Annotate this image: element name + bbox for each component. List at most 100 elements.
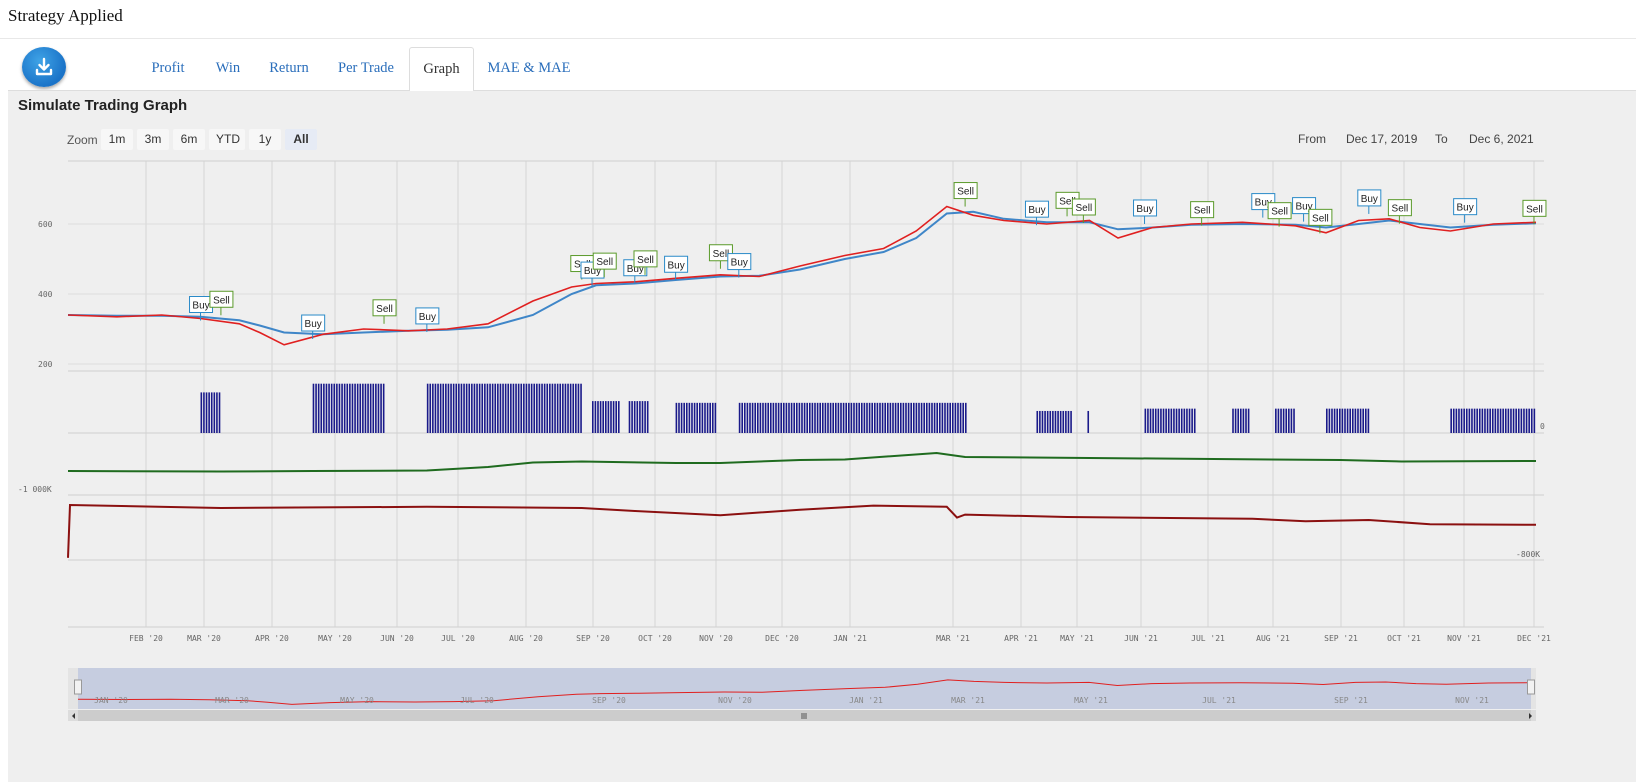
position-bar	[434, 383, 437, 433]
position-bar	[1186, 408, 1188, 433]
position-bar	[1491, 408, 1494, 433]
position-bar	[814, 402, 816, 433]
position-bar	[1468, 408, 1471, 433]
signal-label: Sell	[1271, 207, 1288, 218]
tab-return[interactable]: Return	[269, 60, 309, 76]
position-bar	[1039, 410, 1041, 433]
range-to-label: To	[1435, 132, 1448, 146]
position-bar	[536, 383, 538, 433]
position-bar	[336, 383, 338, 433]
x-tick-label: JUN '21	[1124, 634, 1158, 643]
position-bar	[691, 402, 693, 433]
position-bar	[458, 383, 460, 433]
scroll-right-icon[interactable]	[1529, 713, 1532, 719]
position-bar	[426, 383, 429, 433]
position-bar	[1167, 408, 1170, 433]
sell-flag	[1267, 202, 1292, 220]
position-bar	[604, 401, 607, 433]
download-button[interactable]	[22, 47, 66, 87]
position-bar	[325, 383, 328, 433]
position-bar	[688, 402, 691, 433]
position-bar	[751, 402, 754, 433]
position-bar	[1175, 408, 1178, 433]
navigator-label: JAN '21	[849, 696, 883, 705]
position-bar	[429, 383, 432, 433]
signal-label: Buy	[731, 258, 748, 269]
x-tick-label: FEB '20	[129, 634, 163, 643]
position-bar	[455, 383, 458, 433]
zoom-6m-button[interactable]: 6m	[173, 129, 205, 150]
tab-graph[interactable]: Graph	[409, 47, 474, 91]
range-from-input[interactable]: Dec 17, 2019	[1346, 132, 1418, 146]
position-bar	[832, 402, 834, 433]
position-bar	[572, 383, 575, 433]
position-bar	[1455, 408, 1458, 433]
position-bar	[520, 383, 523, 433]
position-bar	[685, 402, 688, 433]
position-bar	[200, 392, 203, 433]
position-bar	[923, 402, 925, 433]
position-bar	[920, 402, 923, 433]
signal-label: Buy	[1457, 203, 1474, 214]
position-bar	[375, 383, 377, 433]
position-bar	[1147, 408, 1149, 433]
position-bar	[1152, 408, 1154, 433]
position-bar	[876, 402, 879, 433]
signal-label: Sell	[1392, 204, 1409, 215]
scroll-left-icon[interactable]	[72, 713, 75, 719]
zoom-3m-button[interactable]: 3m	[137, 129, 169, 150]
position-bar	[484, 383, 486, 433]
signal-label: Buy	[192, 301, 209, 312]
position-bar	[803, 402, 806, 433]
position-bar	[1188, 408, 1191, 433]
zoom-1m-button[interactable]: 1m	[101, 129, 133, 150]
position-bar	[873, 402, 876, 433]
position-bar	[1247, 408, 1250, 433]
navigator-label: MAR '21	[951, 696, 985, 705]
position-bar	[884, 402, 886, 433]
position-bar	[827, 402, 829, 433]
position-bar	[889, 402, 892, 433]
position-bar	[377, 383, 380, 433]
position-bar	[499, 383, 502, 433]
range-to-input[interactable]: Dec 6, 2021	[1469, 132, 1534, 146]
position-bar	[1364, 408, 1367, 433]
x-tick-label: MAY '20	[318, 634, 352, 643]
position-bar	[806, 402, 808, 433]
zoom-ytd-button[interactable]: YTD	[209, 129, 245, 150]
position-bar	[1245, 408, 1247, 433]
tab-mae-mae[interactable]: MAE & MAE	[487, 60, 571, 76]
navigator[interactable]: JAN '20 MAR '20 MAY '20 JUL '20 SEP '20 NOV '…	[68, 668, 1536, 721]
trading-chart[interactable]: 200 400 600 0 -1 000K -800K FEB '20 MAR '20 APR …	[8, 157, 1568, 732]
position-bar	[556, 383, 559, 433]
zoom-1y-button[interactable]: 1y	[249, 129, 281, 150]
navigator-handle[interactable]	[1527, 679, 1535, 695]
position-bar	[486, 383, 489, 433]
position-bar	[210, 392, 213, 433]
position-bar	[641, 401, 644, 433]
navigator-label: SEP '20	[592, 696, 626, 705]
position-bar	[1160, 408, 1162, 433]
position-bar	[772, 402, 775, 433]
position-bar	[1067, 410, 1070, 433]
sell-flag	[1522, 199, 1547, 217]
position-bar	[871, 402, 873, 433]
position-bar	[312, 383, 315, 433]
position-bar	[450, 383, 452, 433]
position-bar	[894, 402, 897, 433]
ma-line	[67, 210, 1537, 336]
position-bar	[910, 402, 912, 433]
position-bar	[759, 402, 762, 433]
position-bar	[808, 402, 811, 433]
position-bar	[749, 402, 751, 433]
position-bar	[559, 383, 562, 433]
position-bar	[1237, 408, 1240, 433]
tab-per-trade[interactable]: Per Trade	[338, 60, 394, 76]
tab-win[interactable]: Win	[215, 60, 241, 76]
position-bar	[696, 402, 698, 433]
navigator-handle[interactable]	[74, 679, 82, 695]
position-bar	[1507, 408, 1510, 433]
tab-profit[interactable]: Profit	[151, 60, 185, 76]
zoom-all-button[interactable]: All	[285, 129, 317, 150]
position-bar	[962, 402, 964, 433]
